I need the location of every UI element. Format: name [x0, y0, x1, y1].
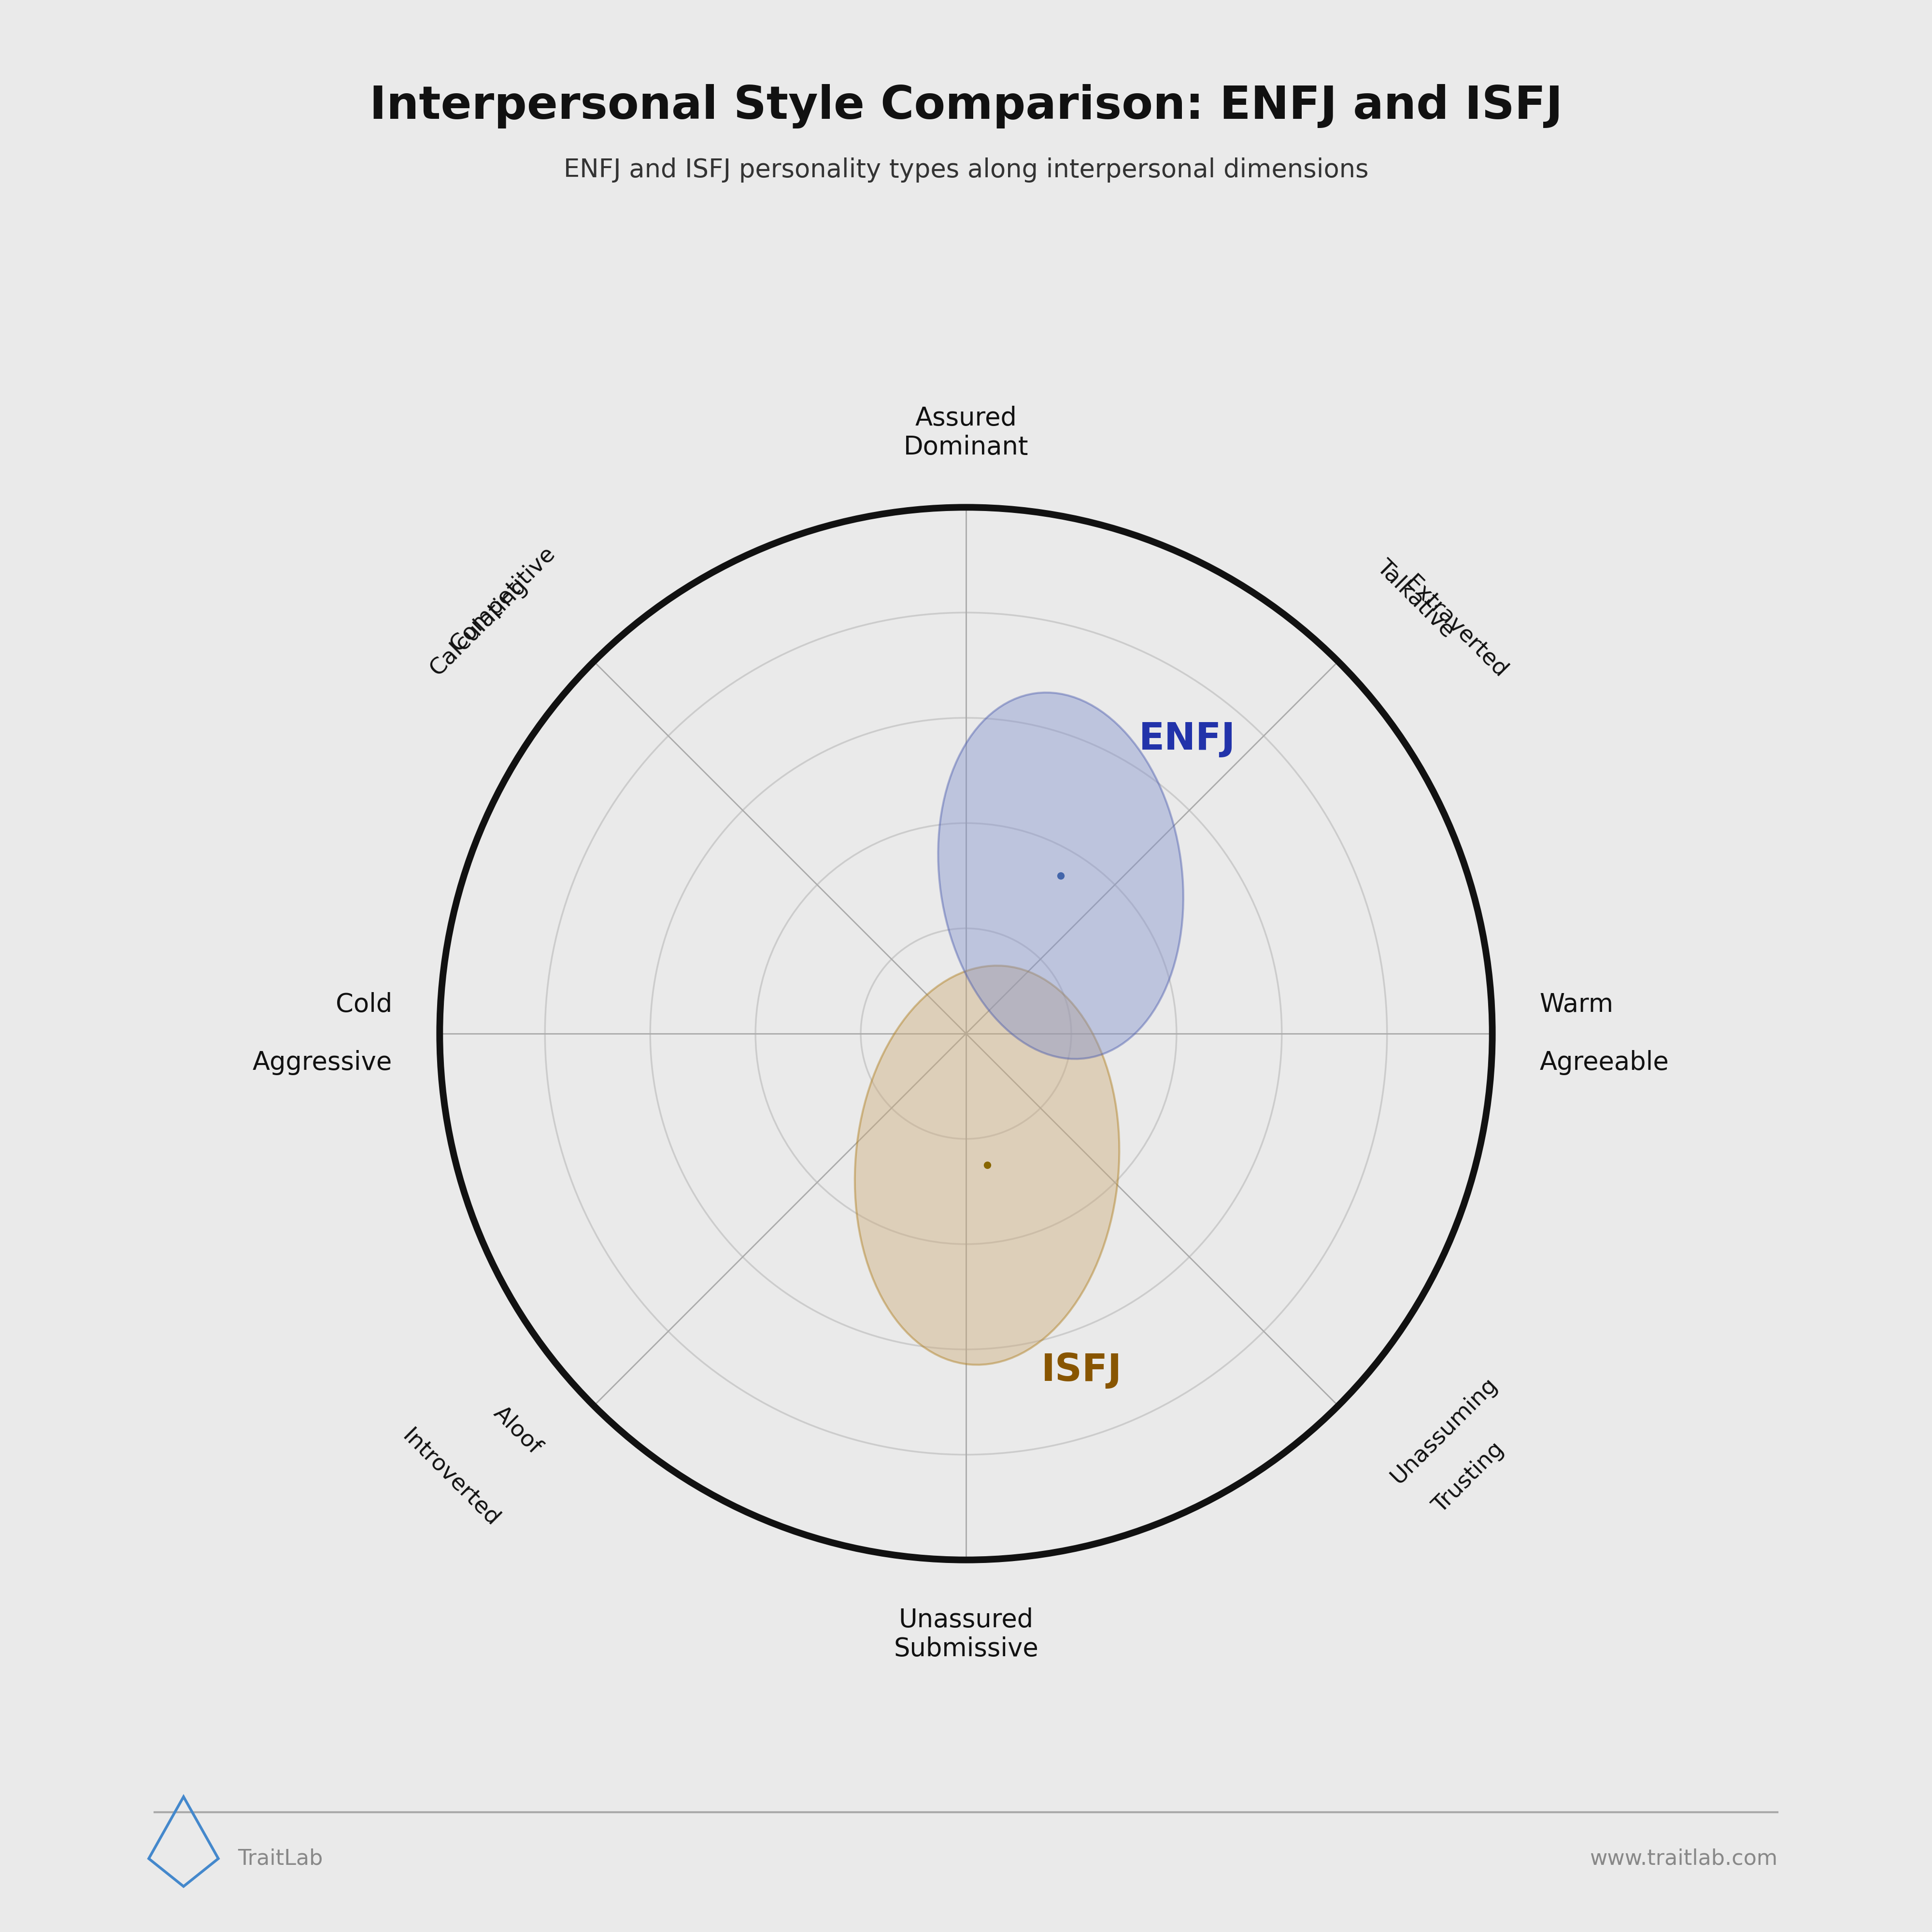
Text: ENFJ and ISFJ personality types along interpersonal dimensions: ENFJ and ISFJ personality types along in… [564, 158, 1368, 184]
Text: Calculating: Calculating [425, 574, 531, 680]
Text: Unassuming: Unassuming [1387, 1374, 1501, 1488]
Text: TraitLab: TraitLab [238, 1849, 323, 1868]
Text: www.traitlab.com: www.traitlab.com [1590, 1849, 1777, 1868]
Ellipse shape [939, 692, 1182, 1059]
Text: Talkative: Talkative [1372, 556, 1459, 641]
Text: Aggressive: Aggressive [253, 1049, 392, 1074]
Text: Dominant: Dominant [904, 435, 1028, 460]
Text: Warm: Warm [1540, 993, 1613, 1018]
Text: ISFJ: ISFJ [1041, 1352, 1122, 1389]
Ellipse shape [854, 966, 1119, 1364]
Text: Unassured: Unassured [898, 1607, 1034, 1633]
Text: Trusting: Trusting [1428, 1437, 1509, 1517]
Text: Submissive: Submissive [895, 1636, 1037, 1662]
Text: Cold: Cold [336, 993, 392, 1018]
Text: Competitive: Competitive [446, 543, 560, 655]
Text: Assured: Assured [916, 406, 1016, 431]
Text: Extraverted: Extraverted [1401, 572, 1511, 682]
Text: Interpersonal Style Comparison: ENFJ and ISFJ: Interpersonal Style Comparison: ENFJ and… [369, 83, 1563, 128]
Text: ENFJ: ENFJ [1138, 721, 1235, 757]
Text: Aloof: Aloof [489, 1403, 545, 1459]
Text: Agreeable: Agreeable [1540, 1049, 1669, 1074]
Text: Introverted: Introverted [398, 1426, 504, 1530]
